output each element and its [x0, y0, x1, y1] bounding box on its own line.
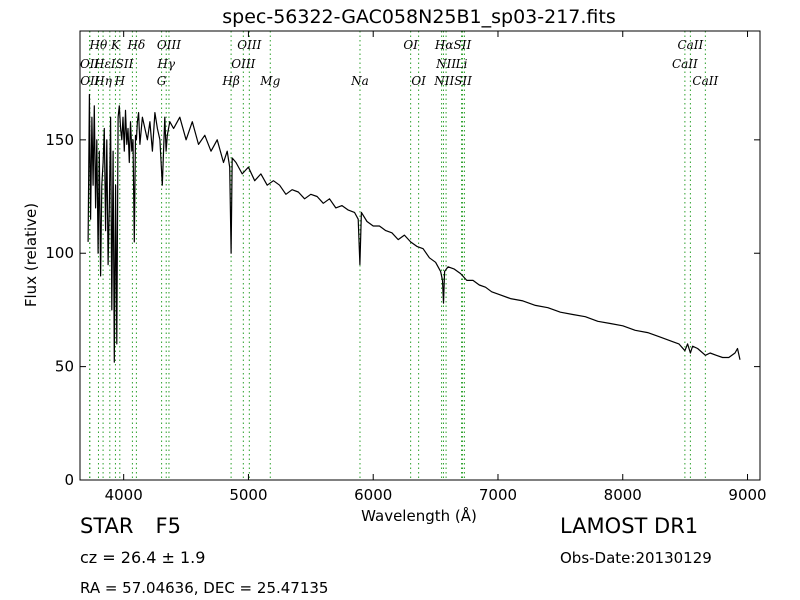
plot-frame — [79, 30, 761, 481]
line-label: Hβ — [221, 74, 239, 88]
survey-name: LAMOST DR1 — [560, 514, 699, 538]
x-tick-label: 8000 — [604, 486, 642, 504]
line-label: OI — [411, 74, 426, 88]
y-axis-label: Flux (relative) — [22, 203, 40, 307]
spectrum-line — [87, 93, 741, 363]
line-label: HαSII — [434, 38, 472, 52]
line-label: HεISII — [93, 57, 134, 71]
object-class-row: STAR F5 — [80, 514, 181, 538]
y-tick-label: 50 — [55, 358, 74, 376]
line-label: Hδ — [127, 38, 146, 52]
line-label: NIISII — [433, 74, 472, 88]
x-tick-label: 9000 — [728, 486, 766, 504]
x-tick-label: 4000 — [105, 486, 143, 504]
coordinates: RA = 57.04636, DEC = 25.47135 — [80, 579, 329, 597]
line-label: Hη — [93, 74, 112, 88]
x-tick-label: 5000 — [229, 486, 267, 504]
line-label: K — [110, 38, 121, 52]
line-label: OI — [403, 38, 418, 52]
y-tick-label: 150 — [45, 131, 74, 149]
line-label: G — [157, 74, 167, 88]
y-axis: 0 50 100 150 — [45, 131, 760, 489]
line-label: CaII — [677, 38, 703, 52]
redshift-value: cz = 26.4 ± 1.9 — [80, 548, 206, 567]
line-label: Mg — [259, 74, 280, 88]
x-axis: 4000 5000 6000 7000 8000 9000 — [105, 31, 767, 504]
line-label: OIII — [237, 38, 261, 52]
line-label: OIII — [231, 57, 255, 71]
line-label: CaII — [672, 57, 698, 71]
line-label: OII — [80, 74, 100, 88]
spectrum-series — [87, 93, 741, 363]
x-tick-label: 7000 — [479, 486, 517, 504]
line-label: Hγ — [156, 57, 175, 71]
line-label: OII — [80, 57, 100, 71]
line-label: H — [114, 74, 126, 88]
chart-title: spec-56322-GAC058N25B1_sp03-217.fits — [222, 6, 616, 28]
line-label: Na — [350, 74, 369, 88]
line-label: Li — [455, 57, 468, 71]
line-label: NII — [435, 57, 456, 71]
object-class: STAR — [80, 514, 134, 538]
line-label: Hθ — [88, 38, 107, 52]
object-subclass: F5 — [155, 514, 181, 538]
emission-line-markers — [89, 31, 706, 480]
x-tick-label: 6000 — [354, 486, 392, 504]
line-label: OIII — [157, 38, 181, 52]
y-tick-label: 0 — [64, 471, 74, 489]
observation-date: Obs-Date:20130129 — [560, 549, 712, 567]
x-axis-label: Wavelength (Å) — [361, 506, 477, 525]
line-label: CaII — [692, 74, 718, 88]
y-tick-label: 100 — [45, 244, 74, 262]
